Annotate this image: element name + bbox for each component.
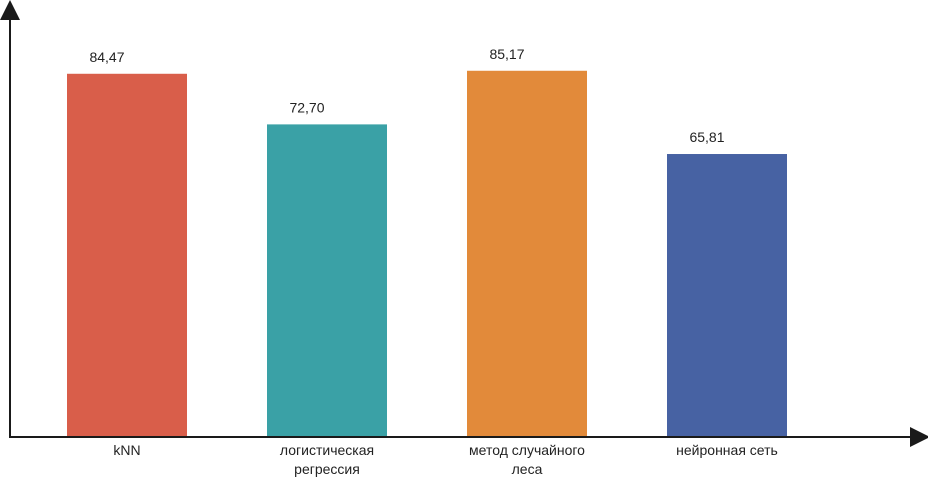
bar-1 [67,73,187,438]
category-label-4: нейронная сеть [676,442,778,458]
bar-3 [467,70,587,438]
value-label-2: 72,70 [289,99,324,115]
bar-2 [267,124,387,437]
category-label-2: логистическая регрессия [280,442,374,477]
category-label-1: kNN [113,442,140,458]
bar-4 [667,154,787,437]
bars-layer [67,70,787,438]
labels-layer: 84,47 kNN 72,70 логистическая регрессия 85,17… [89,46,777,477]
value-label-1: 84,47 [89,49,124,65]
value-label-3: 85,17 [489,46,524,62]
value-label-4: 65,81 [689,129,724,145]
category-label-3: метод случайного леса [469,442,585,477]
